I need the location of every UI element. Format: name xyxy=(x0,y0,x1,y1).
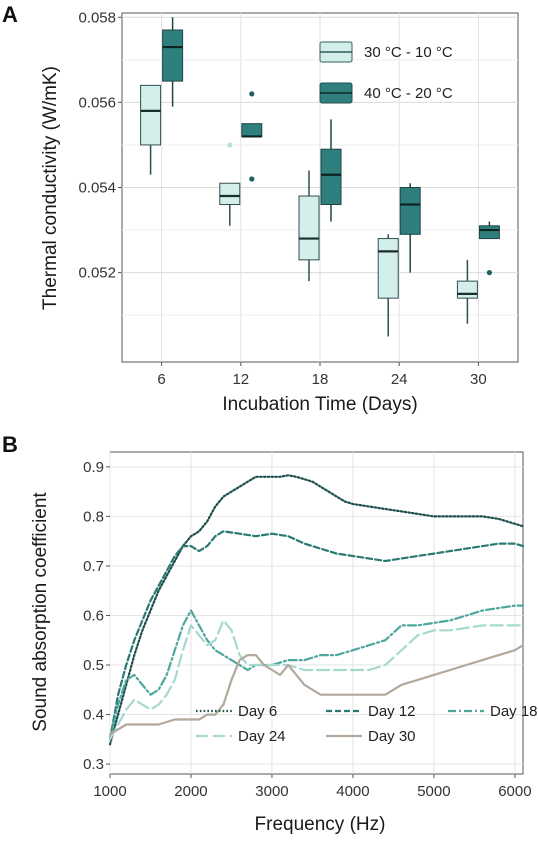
box-30-10 xyxy=(377,234,399,337)
box-body xyxy=(241,123,263,137)
box-30-10 xyxy=(298,170,320,282)
box-body xyxy=(478,225,500,240)
box-body xyxy=(456,280,478,299)
panel-label-a: A xyxy=(2,2,18,27)
y-tick-label: 0.056 xyxy=(78,94,116,111)
box-40-20 xyxy=(241,91,263,182)
x-tick-label: 1000 xyxy=(93,783,126,800)
y-tick-label: 0.6 xyxy=(83,607,104,624)
y-tick-label: 0.3 xyxy=(83,756,104,773)
legend-a: 30 °C - 10 °C 40 °C - 20 °C xyxy=(319,41,453,104)
grid-a xyxy=(122,13,518,362)
y-tick-label: 0.8 xyxy=(83,508,104,525)
box-30-10 xyxy=(456,259,478,324)
legend-label-day-12: Day 12 xyxy=(368,703,416,720)
outlier-point xyxy=(486,270,492,276)
box-body xyxy=(162,29,184,82)
box-40-20 xyxy=(478,221,500,276)
x-axis-title-b: Frequency (Hz) xyxy=(255,814,386,835)
box-body xyxy=(140,84,162,146)
box-body xyxy=(399,187,421,235)
outlier-point xyxy=(249,176,255,182)
boxplot-panel: 0.052 0.054 0.056 0.058 6 12 18 24 30 Incubation… xyxy=(40,9,519,415)
x-tick-label: 6000 xyxy=(498,783,531,800)
legend-label-30-10: 30 °C - 10 °C xyxy=(364,44,453,61)
series-line-day-30 xyxy=(108,644,525,736)
y-tick-label: 0.9 xyxy=(83,459,104,476)
y-axis-title-b: Sound absorption coefficient xyxy=(30,492,51,732)
y-axis-title-a: Thermal conductivity (W/mK) xyxy=(40,66,61,310)
y-tick-label: 0.058 xyxy=(78,9,116,26)
box-40-20 xyxy=(162,17,184,107)
y-tick-label: 0.052 xyxy=(78,265,116,282)
legend-b: Day 6 Day 12 Day 18 Day 24 Day 30 xyxy=(196,703,538,745)
y-tick-label: 0.054 xyxy=(78,180,116,197)
x-tick-label: 3000 xyxy=(255,783,288,800)
series-line-day-6 xyxy=(108,474,525,746)
series-line-day-24 xyxy=(108,619,525,741)
x-tick-label: 24 xyxy=(391,371,408,388)
boxes-a xyxy=(140,17,500,337)
box-body xyxy=(320,148,342,206)
box-body xyxy=(219,182,241,206)
x-axis-title-a: Incubation Time (Days) xyxy=(222,394,417,415)
outlier-point xyxy=(249,91,255,97)
box-body xyxy=(298,195,320,261)
x-tick-label: 12 xyxy=(232,371,249,388)
x-tick-label: 2000 xyxy=(174,783,207,800)
legend-label-40-20: 40 °C - 20 °C xyxy=(364,85,453,102)
line-panel: 1000 2000 3000 4000 5000 6000 0.3 0.4 0.5 0.6 0.7 0… xyxy=(30,451,538,835)
y-tick-label: 0.7 xyxy=(83,558,104,575)
x-tick-label: 4000 xyxy=(336,783,369,800)
plot-area-b xyxy=(109,451,524,775)
series-line-day-12 xyxy=(108,530,525,741)
x-tick-label: 6 xyxy=(157,371,165,388)
lines-b xyxy=(108,474,525,746)
box-40-20 xyxy=(399,183,421,273)
outlier-point xyxy=(227,142,233,148)
panel-label-b: B xyxy=(2,432,18,457)
legend-label-day-24: Day 24 xyxy=(238,728,286,745)
box-30-10 xyxy=(140,84,162,175)
ticks-a: 0.052 0.054 0.056 0.058 6 12 18 24 30 xyxy=(78,9,486,388)
box-40-20 xyxy=(320,119,342,222)
box-body xyxy=(377,238,399,299)
legend-label-day-18: Day 18 xyxy=(490,703,538,720)
box-30-10 xyxy=(219,142,241,226)
legend-label-day-6: Day 6 xyxy=(238,703,277,720)
legend-label-day-30: Day 30 xyxy=(368,728,416,745)
series-line-day-18 xyxy=(108,604,525,741)
grid-b xyxy=(109,452,523,774)
y-tick-label: 0.4 xyxy=(83,707,104,724)
y-tick-label: 0.5 xyxy=(83,657,104,674)
x-tick-label: 5000 xyxy=(417,783,450,800)
x-tick-label: 18 xyxy=(312,371,329,388)
ticks-b: 1000 2000 3000 4000 5000 6000 0.3 0.4 0.5 0.6 0.7 0… xyxy=(83,459,531,800)
x-tick-label: 30 xyxy=(470,371,487,388)
